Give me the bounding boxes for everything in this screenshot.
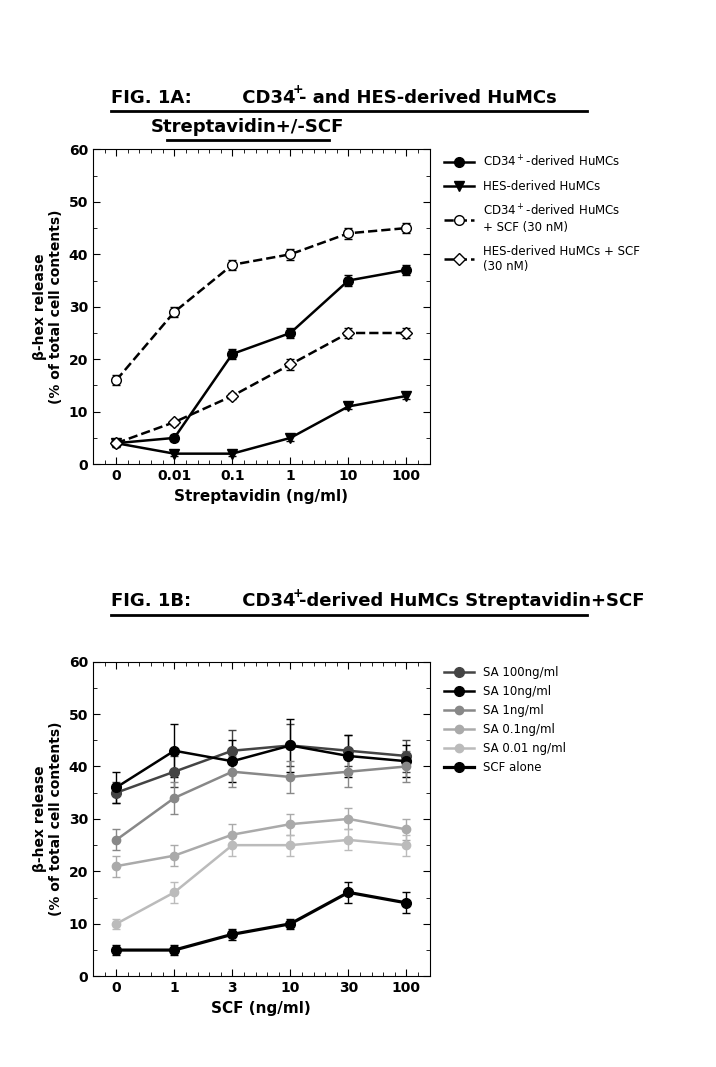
Y-axis label: β-hex release
(% of total cell contents): β-hex release (% of total cell contents)	[33, 721, 63, 917]
Y-axis label: β-hex release
(% of total cell contents): β-hex release (% of total cell contents)	[33, 209, 63, 404]
Text: CD34: CD34	[236, 592, 296, 610]
Legend: CD34$^+$-derived HuMCs, HES-derived HuMCs, CD34$^+$-derived HuMCs
+ SCF (30 nM),: CD34$^+$-derived HuMCs, HES-derived HuMC…	[440, 149, 645, 277]
Text: FIG. 1A:: FIG. 1A:	[111, 89, 192, 107]
Text: Streptavidin+/-SCF: Streptavidin+/-SCF	[150, 117, 344, 136]
X-axis label: SCF (ng/ml): SCF (ng/ml)	[211, 1001, 311, 1016]
Text: +: +	[292, 83, 303, 96]
Text: CD34: CD34	[236, 89, 296, 107]
Legend: SA 100ng/ml, SA 10ng/ml, SA 1ng/ml, SA 0.1ng/ml, SA 0.01 ng/ml, SCF alone: SA 100ng/ml, SA 10ng/ml, SA 1ng/ml, SA 0…	[440, 662, 571, 779]
Text: -derived HuMCs Streptavidin+SCF: -derived HuMCs Streptavidin+SCF	[299, 592, 645, 610]
Text: - and HES-derived HuMCs: - and HES-derived HuMCs	[299, 89, 557, 107]
Text: +: +	[292, 587, 303, 600]
Text: FIG. 1B:: FIG. 1B:	[111, 592, 191, 610]
X-axis label: Streptavidin (ng/ml): Streptavidin (ng/ml)	[174, 489, 349, 504]
